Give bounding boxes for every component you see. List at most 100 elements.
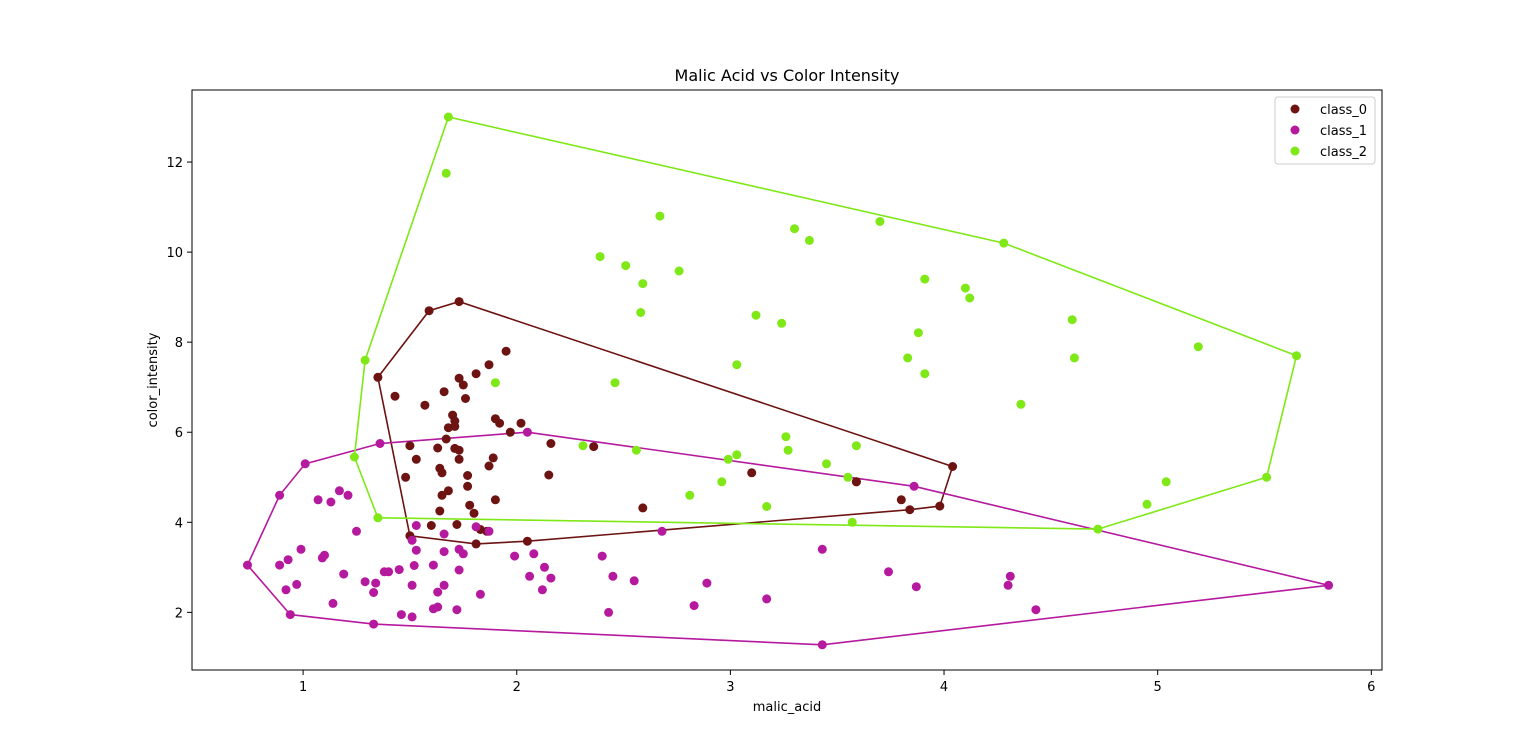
series-class-2 — [349, 112, 1301, 534]
data-point — [920, 369, 930, 379]
data-point — [463, 481, 473, 491]
data-point — [1324, 580, 1334, 590]
data-point — [631, 445, 641, 455]
data-point — [441, 434, 451, 444]
data-point — [747, 468, 757, 478]
data-point — [394, 565, 404, 575]
data-point — [326, 497, 336, 507]
data-point — [411, 454, 421, 464]
legend-marker-class-2 — [1290, 146, 1300, 156]
data-point — [283, 555, 293, 565]
data-point — [595, 252, 605, 262]
data-point — [454, 373, 464, 383]
series-class-0 — [373, 297, 958, 549]
data-point — [817, 544, 827, 554]
data-point — [790, 224, 799, 234]
data-point — [343, 490, 353, 500]
data-point — [334, 486, 344, 496]
y-axis: 2 4 6 8 10 12 — [166, 156, 192, 621]
data-point — [384, 567, 394, 577]
data-point — [1003, 580, 1013, 590]
data-point — [411, 521, 421, 530]
data-point — [948, 462, 958, 471]
data-point — [546, 573, 556, 583]
data-point — [488, 453, 498, 463]
data-point — [723, 454, 733, 464]
data-point — [437, 468, 447, 478]
data-point — [1193, 342, 1203, 352]
data-point — [484, 360, 494, 370]
data-point — [441, 168, 451, 178]
data-point — [804, 235, 814, 245]
data-point — [285, 610, 295, 620]
data-point — [275, 490, 285, 500]
data-point — [999, 238, 1009, 248]
data-point — [578, 441, 588, 451]
data-point — [463, 471, 473, 480]
data-point — [433, 443, 443, 453]
data-point — [751, 310, 761, 320]
data-point — [407, 580, 417, 590]
data-point — [762, 594, 772, 604]
data-point — [851, 477, 861, 487]
data-point — [629, 576, 639, 586]
data-point — [369, 619, 379, 629]
data-point — [884, 567, 893, 577]
data-point — [1016, 399, 1026, 409]
data-point — [522, 427, 532, 437]
legend-marker-class-1 — [1290, 125, 1300, 135]
data-point — [638, 503, 648, 513]
data-point — [546, 439, 556, 448]
data-point — [896, 495, 906, 505]
data-point — [424, 306, 434, 316]
y-tick-label: 10 — [166, 246, 183, 261]
data-point — [843, 472, 853, 482]
data-point — [935, 501, 945, 511]
data-point — [1262, 472, 1272, 482]
data-point — [638, 279, 648, 289]
data-point — [484, 461, 494, 471]
data-point — [490, 495, 500, 505]
data-point — [657, 526, 667, 536]
data-point — [428, 560, 438, 570]
data-point — [505, 427, 515, 437]
data-point — [390, 391, 400, 401]
data-point — [732, 360, 742, 370]
data-point — [465, 500, 475, 510]
data-point — [1093, 524, 1103, 534]
data-point — [540, 562, 549, 572]
data-point — [783, 445, 793, 455]
data-point — [454, 454, 464, 464]
data-point — [369, 588, 379, 597]
data-point — [490, 378, 500, 388]
data-point — [360, 355, 370, 365]
data-point — [875, 217, 885, 226]
data-point — [439, 580, 449, 590]
data-point — [437, 490, 447, 500]
data-point — [313, 495, 323, 505]
data-point — [407, 535, 417, 545]
data-point — [296, 544, 306, 554]
data-point — [717, 477, 727, 487]
data-point — [781, 432, 791, 442]
data-point — [689, 601, 699, 611]
data-point — [537, 585, 547, 595]
legend-marker-class-0 — [1290, 104, 1300, 114]
data-point — [439, 387, 449, 397]
data-point — [777, 318, 787, 328]
legend-frame — [1274, 96, 1376, 165]
x-tick-label: 1 — [299, 680, 307, 695]
data-point — [454, 297, 464, 307]
data-point — [851, 441, 861, 451]
data-point — [762, 502, 772, 511]
y-tick-label: 8 — [175, 336, 183, 351]
data-point — [1142, 499, 1152, 509]
data-point — [405, 441, 415, 451]
data-point — [401, 472, 411, 482]
y-axis-label: color_intensity — [146, 332, 161, 427]
data-point — [349, 452, 359, 462]
x-axis-label: malic_acid — [753, 700, 821, 715]
x-axis: 1 2 3 4 5 6 — [299, 670, 1375, 695]
data-point — [685, 490, 695, 500]
